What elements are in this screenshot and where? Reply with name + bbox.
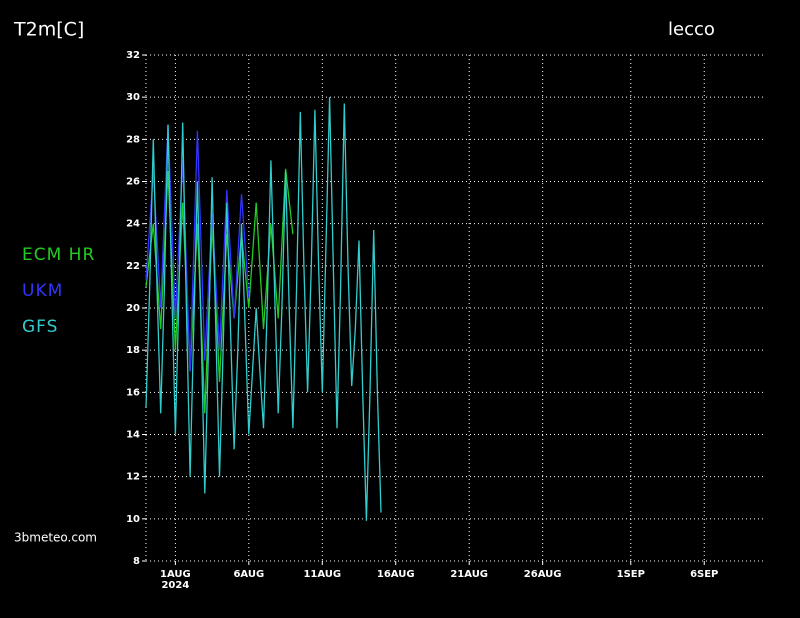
x-tick-label: 6SEP: [690, 569, 718, 580]
legend-label: GFS: [22, 317, 58, 337]
y-tick-label: 32: [126, 50, 140, 61]
x-tick-label: 26AUG: [524, 569, 562, 580]
legend-label: UKM: [22, 281, 63, 301]
legend-label: ECM HR: [22, 245, 95, 265]
x-tick-label: 11AUG: [303, 569, 341, 580]
y-tick-label: 12: [126, 472, 140, 483]
source: 3bmeteo.com: [14, 531, 97, 545]
y-tick-label: 22: [126, 261, 140, 272]
y-tick-label: 18: [126, 345, 140, 356]
series-line: [145, 97, 382, 521]
x-tick-label: 21AUG: [450, 569, 488, 580]
y-tick-label: 20: [126, 303, 140, 314]
y-tick-label: 10: [126, 514, 140, 525]
y-tick-label: 30: [126, 92, 140, 103]
series-line: [145, 168, 294, 414]
y-tick-label: 16: [126, 387, 140, 398]
x-tick-label: 1AUG: [160, 569, 191, 580]
chart-title: T2m[C]: [13, 19, 84, 41]
series-line: [145, 124, 250, 372]
x-year-label: 2024: [161, 580, 189, 591]
location: lecco: [668, 19, 715, 40]
y-tick-label: 24: [126, 219, 140, 230]
y-tick-label: 26: [126, 177, 140, 188]
x-tick-label: 1SEP: [617, 569, 645, 580]
x-tick-label: 16AUG: [377, 569, 415, 580]
y-tick-label: 14: [126, 430, 140, 441]
x-tick-label: 6AUG: [233, 569, 264, 580]
y-tick-label: 8: [133, 556, 140, 567]
y-tick-label: 28: [126, 134, 140, 145]
